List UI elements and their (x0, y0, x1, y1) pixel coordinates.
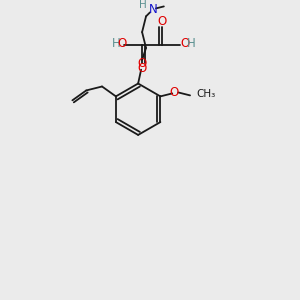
Text: O: O (157, 15, 167, 28)
Text: CH₃: CH₃ (196, 89, 215, 99)
Text: O: O (181, 38, 190, 50)
Text: O: O (137, 57, 147, 70)
Text: O: O (137, 62, 147, 75)
Text: H: H (139, 0, 147, 11)
Text: O: O (169, 86, 179, 99)
Text: H: H (112, 38, 120, 50)
Text: N: N (148, 3, 157, 16)
Text: O: O (117, 38, 126, 50)
Text: H: H (187, 38, 195, 50)
